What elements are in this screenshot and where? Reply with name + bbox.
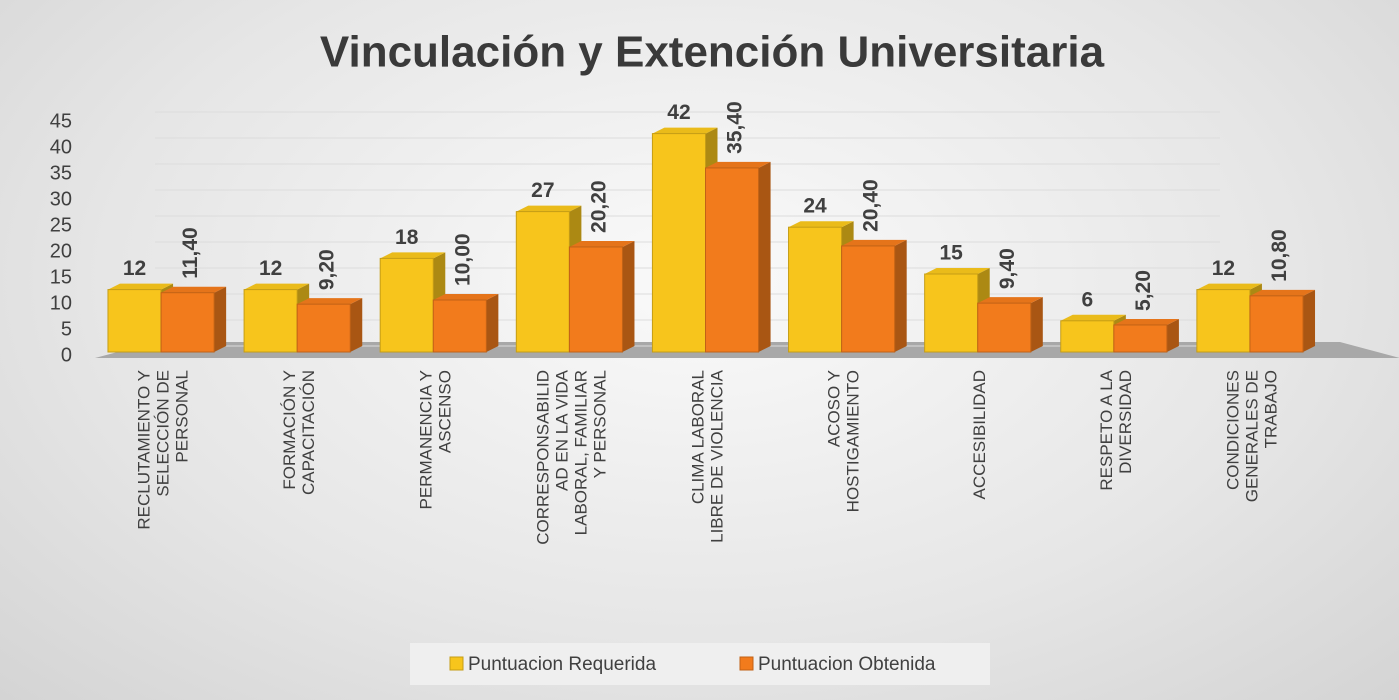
bar [1196,289,1251,353]
bar [705,167,760,353]
y-tick-label: 20 [50,240,72,262]
x-tick-label: CORRESPONSABILID AD EN LA VIDA LABORAL, … [533,370,610,545]
data-label: 35,40 [724,101,747,154]
legend-label: Puntuacion Requerida [468,654,656,675]
x-tick-label: RESPETO A LA DIVERSIDAD [1096,370,1135,491]
data-label: 9,40 [996,248,1019,289]
bar-top [1196,283,1262,290]
data-label: 5,20 [1132,270,1155,311]
bar-top [841,239,907,246]
bar-top [244,283,310,290]
bar [515,211,570,353]
y-tick-label: 45 [50,110,72,132]
bar-side [214,286,227,352]
y-tick-label: 25 [50,214,72,236]
y-tick-label: 15 [50,266,72,288]
data-label: 27 [531,179,554,202]
bar [379,257,434,353]
data-label: 11,40 [179,227,202,278]
bar [432,299,487,353]
bar [924,273,979,353]
bar [651,133,707,353]
data-label: 12 [123,257,146,280]
data-label: 24 [803,195,827,218]
bar-top [297,298,363,305]
bar-top [161,286,227,293]
data-label: 20,20 [587,180,610,233]
x-tick-label: ACCESIBILIDAD [970,370,990,500]
bar [107,289,162,353]
data-label: 20,40 [860,179,883,232]
bar-side [1303,289,1316,352]
x-tick-label: ACOSO Y HOSTIGAMIENTO [824,370,863,513]
bar-top [380,252,446,259]
bar-top [433,294,499,300]
x-tick-label: CLIMA LABORAL LIBRE DE VIOLENCIA [688,370,727,543]
data-label: 12 [259,257,282,280]
y-tick-label: 30 [50,188,72,210]
y-tick-label: 0 [61,344,72,366]
bar-top [516,205,582,212]
y-tick-label: 40 [50,136,72,158]
bar-top [107,283,174,290]
bar-side [894,239,907,352]
data-label: 6 [1081,288,1093,311]
bar-top [1113,318,1179,325]
bar-side [622,240,635,352]
bar [841,245,896,353]
legend [410,643,990,685]
data-label: 10,00 [451,233,474,286]
bar-top [1249,289,1316,296]
legend-swatch [739,656,754,671]
x-tick-label: RECLUTAMIENTO Y SELECCIÓN DE PERSONAL [134,370,192,530]
data-label: 10,80 [1268,229,1291,282]
bar-side [758,161,771,352]
bar-side [486,294,499,352]
legend-swatch [449,656,464,671]
bar [1249,295,1304,353]
bar [1113,324,1168,353]
y-tick-label: 35 [50,162,72,184]
x-tick-label: CONDICIONES GENERALES DE TRABAJO [1223,370,1281,503]
y-tick-label: 10 [50,292,72,314]
bar-top [924,268,990,274]
bar [160,292,215,353]
data-label: 42 [667,101,690,124]
data-label: 9,20 [315,249,338,290]
data-label: 18 [395,226,419,249]
bar-side [1030,297,1043,352]
bar [977,302,1032,353]
bar-top [569,240,635,247]
bar [568,246,623,353]
bar-top [705,161,771,168]
bar-top [1060,314,1126,321]
bar [296,303,351,353]
bar [243,289,298,353]
bar-top [652,127,718,134]
bar-top [977,297,1043,304]
legend-label: Puntuacion Obtenida [758,654,936,675]
bar-top [788,221,854,228]
x-tick-label: FORMACIÓN Y CAPACITACIÓN [280,370,319,495]
data-label: 12 [1212,257,1235,280]
bar [1060,320,1115,353]
bar [788,226,843,353]
bar-side [350,298,363,352]
x-tick-label: PERMANENCIA Y ASCENSO [416,370,455,510]
chart-title: Vinculación y Extención Universitaria [320,28,1105,77]
y-tick-label: 5 [61,318,72,340]
bar-side [1166,318,1179,352]
data-label: 15 [940,242,964,265]
